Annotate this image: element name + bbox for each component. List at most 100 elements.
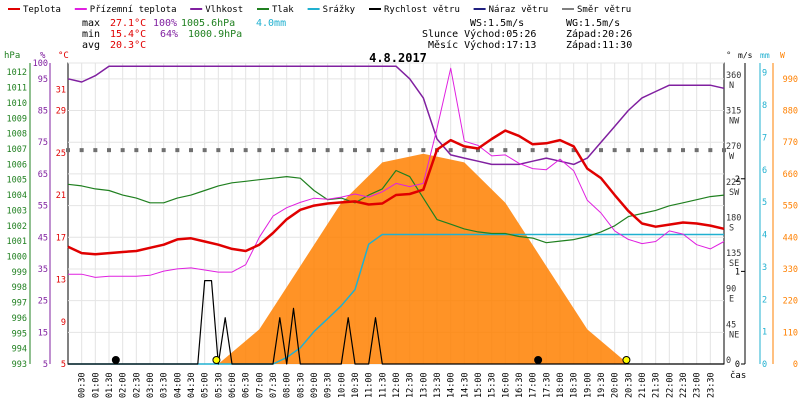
wind-dir-mark-32 — [503, 148, 508, 153]
w-tick-1: 110 — [783, 328, 798, 338]
wind-dir-mark-37 — [571, 148, 576, 153]
x-tick-8: 04:30 — [187, 372, 197, 398]
ws-text: WS:1.5m/s — [470, 18, 524, 29]
x-tick-20: 10:30 — [351, 372, 361, 398]
moonset-marker — [111, 356, 120, 364]
x-tick-9: 05:00 — [201, 372, 211, 398]
x-tick-27: 14:00 — [447, 372, 457, 398]
degc-tick-4: 21 — [56, 191, 66, 201]
hpa-tick-19: 1012 — [7, 68, 27, 78]
x-tick-25: 13:00 — [419, 372, 429, 398]
pct-tick-3: 35 — [38, 265, 48, 275]
wind-dir-mark-17 — [298, 148, 303, 153]
axis-title-ms: m/s — [738, 51, 753, 60]
sunset-marker — [622, 356, 631, 364]
wind-dir-mark-8 — [175, 148, 180, 153]
wind-dir-mark-38 — [585, 148, 590, 153]
x-tick-1: 01:00 — [91, 372, 101, 398]
series — [66, 65, 726, 365]
wind-dir-mark-30 — [476, 148, 480, 153]
wind-dir-mark-10 — [202, 148, 207, 153]
wind-dir-mark-43 — [653, 148, 658, 153]
dir-tick-5: 225 — [726, 178, 741, 188]
wind-dir-mark-41 — [626, 148, 631, 153]
hpa-tick-7: 1000 — [7, 253, 27, 263]
wind-dir-mark-44 — [667, 148, 672, 153]
x-tick-16: 08:30 — [296, 372, 306, 398]
dir-tick-label-6: W — [729, 152, 735, 162]
sun-rise-text: Slunce Východ:05:26 — [422, 28, 536, 40]
mm-tick-7: 7 — [762, 133, 767, 143]
wind-dir-mark-40 — [612, 148, 617, 153]
w-tick-3: 330 — [783, 265, 798, 275]
axis-title-hpa: hPa — [4, 51, 20, 61]
x-tick-45: 23:00 — [693, 372, 703, 398]
stat-max-hum: 100% — [153, 18, 177, 29]
degc-tick-5: 25 — [56, 149, 66, 159]
wind-dir-mark-1 — [79, 148, 84, 153]
x-tick-35: 18:00 — [556, 372, 566, 398]
wind-dir-mark-48 — [722, 148, 726, 153]
x-tick-41: 21:00 — [638, 372, 648, 398]
hpa-tick-12: 1005 — [7, 176, 27, 186]
x-tick-11: 06:00 — [228, 372, 238, 398]
wind-dir-mark-25 — [407, 148, 412, 153]
legend-label-2: Vlhkost — [205, 5, 243, 15]
stat-max-press: 1005.6hPa — [181, 18, 235, 29]
series-line-teplota — [67, 129, 725, 256]
dir-tick-label-5: SW — [729, 188, 740, 198]
w-tick-9: 990 — [783, 75, 798, 85]
mm-tick-5: 5 — [762, 198, 767, 208]
x-tick-32: 16:30 — [515, 372, 525, 398]
legend-label-3: Tlak — [272, 5, 294, 15]
w-tick-6: 660 — [783, 170, 798, 180]
hpa-tick-18: 1011 — [7, 84, 27, 94]
svg-text:min 15.4°C 64%: min 15.4°C 64% 1000.9hPa — [82, 29, 242, 40]
moon-rise-text: Měsíc Východ:17:13 — [428, 39, 536, 51]
x-tick-37: 19:00 — [583, 372, 593, 398]
wind-dir-mark-15 — [271, 148, 275, 153]
dir-tick-4: 180 — [726, 213, 741, 223]
pct-tick-5: 55 — [38, 202, 48, 212]
wind-dir-mark-29 — [462, 148, 467, 153]
stat-avg-temp: 20.3°C — [110, 40, 146, 51]
wg-text: WG:1.5m/s — [566, 18, 620, 29]
dir-tick-label-3: SE — [729, 259, 739, 269]
x-tick-38: 19:30 — [597, 372, 607, 398]
stat-max-rain: 4.0mm — [256, 18, 286, 29]
x-tick-26: 13:30 — [433, 372, 443, 398]
x-tick-44: 22:30 — [679, 372, 689, 398]
hpa-tick-2: 995 — [12, 329, 27, 339]
moonrise-marker — [534, 356, 543, 364]
x-tick-7: 04:00 — [173, 372, 183, 398]
wind-dir-mark-0 — [66, 148, 70, 153]
sunrise-marker — [212, 356, 221, 364]
wind-dir-mark-22 — [366, 148, 371, 153]
axis-title-w: W — [780, 51, 785, 60]
wind-dir-mark-2 — [93, 148, 98, 153]
wind-dir-mark-9 — [189, 148, 193, 153]
stat-avg-label: avg — [82, 40, 100, 51]
left-axes: 9939949959969979989991000100110021003100… — [7, 59, 66, 370]
wind-dir-mark-46 — [694, 148, 699, 153]
x-tick-21: 11:00 — [365, 372, 375, 398]
x-tick-34: 17:30 — [542, 372, 552, 398]
hpa-tick-4: 997 — [12, 299, 27, 309]
legend-label-5: Rychlost větru — [384, 5, 460, 15]
sun-set-text: Západ:20:26 — [566, 28, 632, 40]
x-tick-46: 23:30 — [706, 372, 716, 398]
wind-dir-mark-45 — [681, 148, 685, 153]
x-tick-6: 03:30 — [160, 372, 170, 398]
series-solar-area — [218, 153, 629, 364]
x-tick-28: 14:30 — [460, 372, 470, 398]
x-tick-10: 05:30 — [214, 372, 224, 398]
degc-tick-6: 29 — [56, 107, 66, 117]
pct-tick-8: 85 — [38, 107, 48, 117]
legend: Teplota Přízemní teplota Vlhkost Tlak Srážky… — [8, 5, 631, 15]
w-tick-0: 0 — [793, 360, 798, 370]
x-tick-42: 21:30 — [652, 372, 662, 398]
mm-tick-0: 0 — [762, 360, 767, 370]
x-tick-22: 11:30 — [378, 372, 388, 398]
hpa-tick-1: 994 — [12, 345, 27, 355]
axis-title-time: čas — [730, 370, 746, 381]
